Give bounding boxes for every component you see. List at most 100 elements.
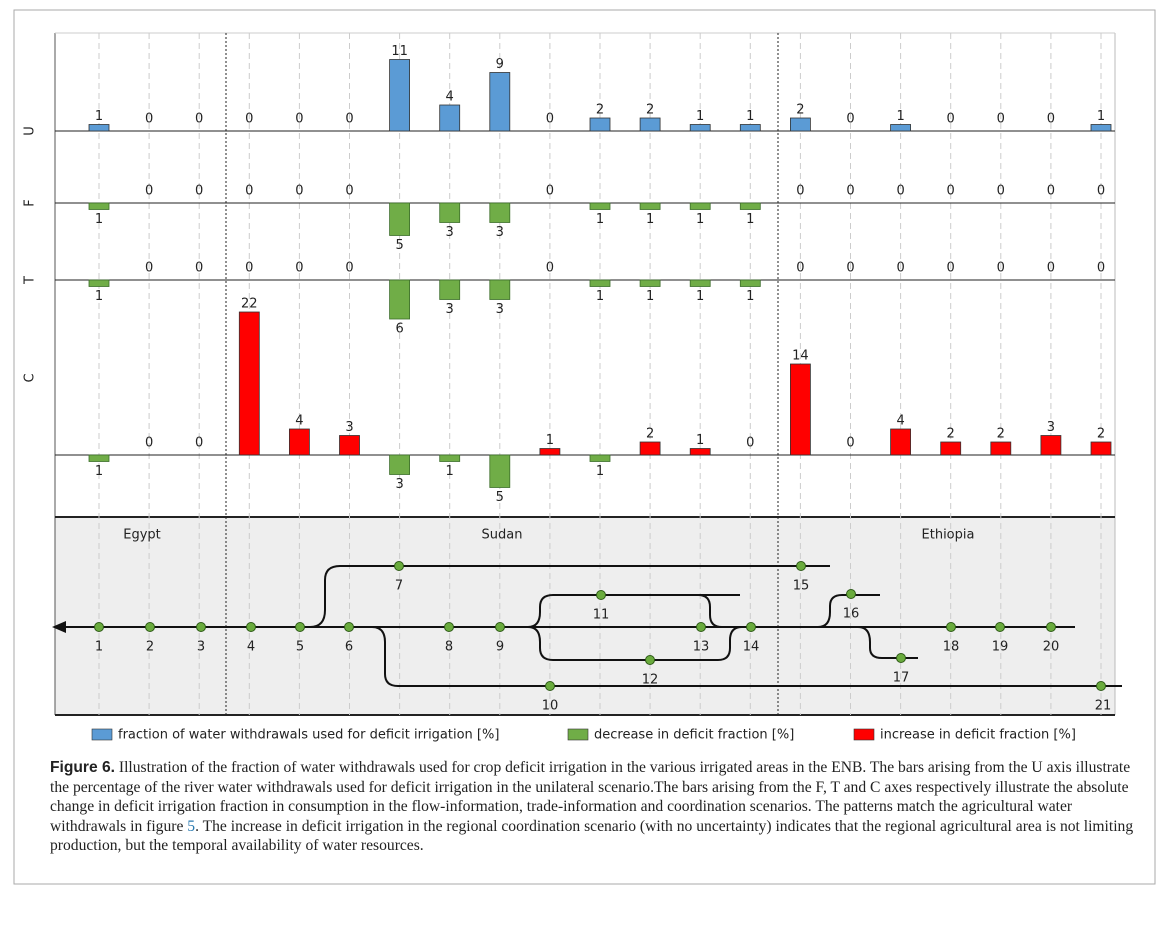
data-label: 0 [145, 261, 153, 276]
data-label: 0 [145, 184, 153, 199]
bar [739, 279, 761, 287]
node [946, 622, 956, 632]
branch [309, 565, 830, 628]
branch [817, 594, 880, 628]
bar [790, 117, 811, 132]
data-label: 0 [546, 261, 554, 276]
data-label: 2 [1097, 427, 1105, 442]
data-label: 0 [846, 112, 854, 127]
bar [539, 448, 561, 456]
bar [88, 124, 110, 132]
node [295, 622, 305, 632]
data-label: 0 [546, 112, 554, 127]
data-label: 0 [1047, 261, 1055, 276]
data-label: 0 [796, 184, 804, 199]
bar [439, 104, 461, 132]
node-label: 8 [445, 640, 453, 655]
node-label: 13 [693, 640, 710, 655]
data-label: 2 [796, 103, 804, 118]
node-label: 15 [793, 579, 810, 594]
data-label: 0 [1047, 184, 1055, 199]
legend-swatch [853, 728, 875, 741]
data-label: 1 [596, 212, 604, 227]
node [1046, 622, 1056, 632]
data-label: 0 [846, 184, 854, 199]
data-label: 0 [245, 184, 253, 199]
schematic-bg [55, 517, 1115, 715]
data-label: 1 [596, 464, 604, 479]
data-label: 1 [646, 212, 654, 227]
node [696, 622, 706, 632]
bar [689, 202, 711, 210]
bar [990, 441, 1012, 456]
data-label: 2 [947, 427, 955, 442]
data-label: 3 [496, 302, 504, 317]
bar [489, 202, 511, 223]
region-label: Ethiopia [922, 528, 975, 543]
data-label: 0 [245, 112, 253, 127]
node [995, 622, 1005, 632]
data-label: 1 [696, 433, 704, 448]
data-label: 11 [391, 44, 408, 59]
figure-link[interactable]: 5 [187, 817, 196, 835]
node [394, 561, 404, 571]
node [444, 622, 454, 632]
data-label: 1 [95, 212, 103, 227]
branch [857, 626, 918, 659]
bar [589, 454, 611, 462]
node-label: 11 [593, 608, 610, 623]
data-label: 0 [947, 112, 955, 127]
data-label: 0 [896, 184, 904, 199]
row-label: F [23, 199, 38, 206]
data-label: 1 [95, 109, 103, 124]
node-label: 3 [197, 640, 205, 655]
node [94, 622, 104, 632]
node-label: 4 [247, 640, 255, 655]
bar [439, 454, 461, 462]
bar [339, 435, 360, 456]
branch [697, 594, 723, 628]
bar [639, 117, 661, 132]
data-label: 0 [195, 112, 203, 127]
bar [739, 124, 761, 132]
bar [389, 59, 411, 132]
data-label: 0 [997, 184, 1005, 199]
data-label: 2 [646, 427, 654, 442]
data-label: 0 [245, 261, 253, 276]
row-label: T [23, 276, 38, 285]
data-label: 1 [696, 289, 704, 304]
data-label: 2 [997, 427, 1005, 442]
data-label: 0 [1097, 261, 1105, 276]
region-label: Sudan [482, 528, 523, 543]
node-label: 1 [95, 640, 103, 655]
data-label: 0 [947, 261, 955, 276]
data-label: 6 [395, 322, 403, 337]
node-label: 9 [496, 640, 504, 655]
bar [890, 124, 911, 132]
node [796, 561, 806, 571]
data-label: 3 [446, 302, 454, 317]
data-label: 0 [546, 184, 554, 199]
node-label: 21 [1095, 699, 1112, 714]
node-label: 12 [642, 673, 659, 688]
bar [489, 72, 511, 132]
data-label: 0 [896, 261, 904, 276]
node [344, 622, 354, 632]
bar [389, 279, 411, 320]
data-label: 3 [1047, 420, 1055, 435]
node [1096, 681, 1106, 691]
bar [489, 279, 511, 300]
data-label: 4 [295, 414, 303, 429]
row-label: C [23, 373, 38, 382]
bar [1040, 435, 1062, 456]
figure-border [13, 9, 1156, 885]
branch [527, 594, 740, 628]
node [645, 655, 655, 665]
data-label: 0 [345, 184, 353, 199]
data-label: 1 [696, 212, 704, 227]
data-label: 0 [947, 184, 955, 199]
legend-label: fraction of water withdrawals used for d… [118, 728, 499, 743]
bar [439, 279, 461, 300]
